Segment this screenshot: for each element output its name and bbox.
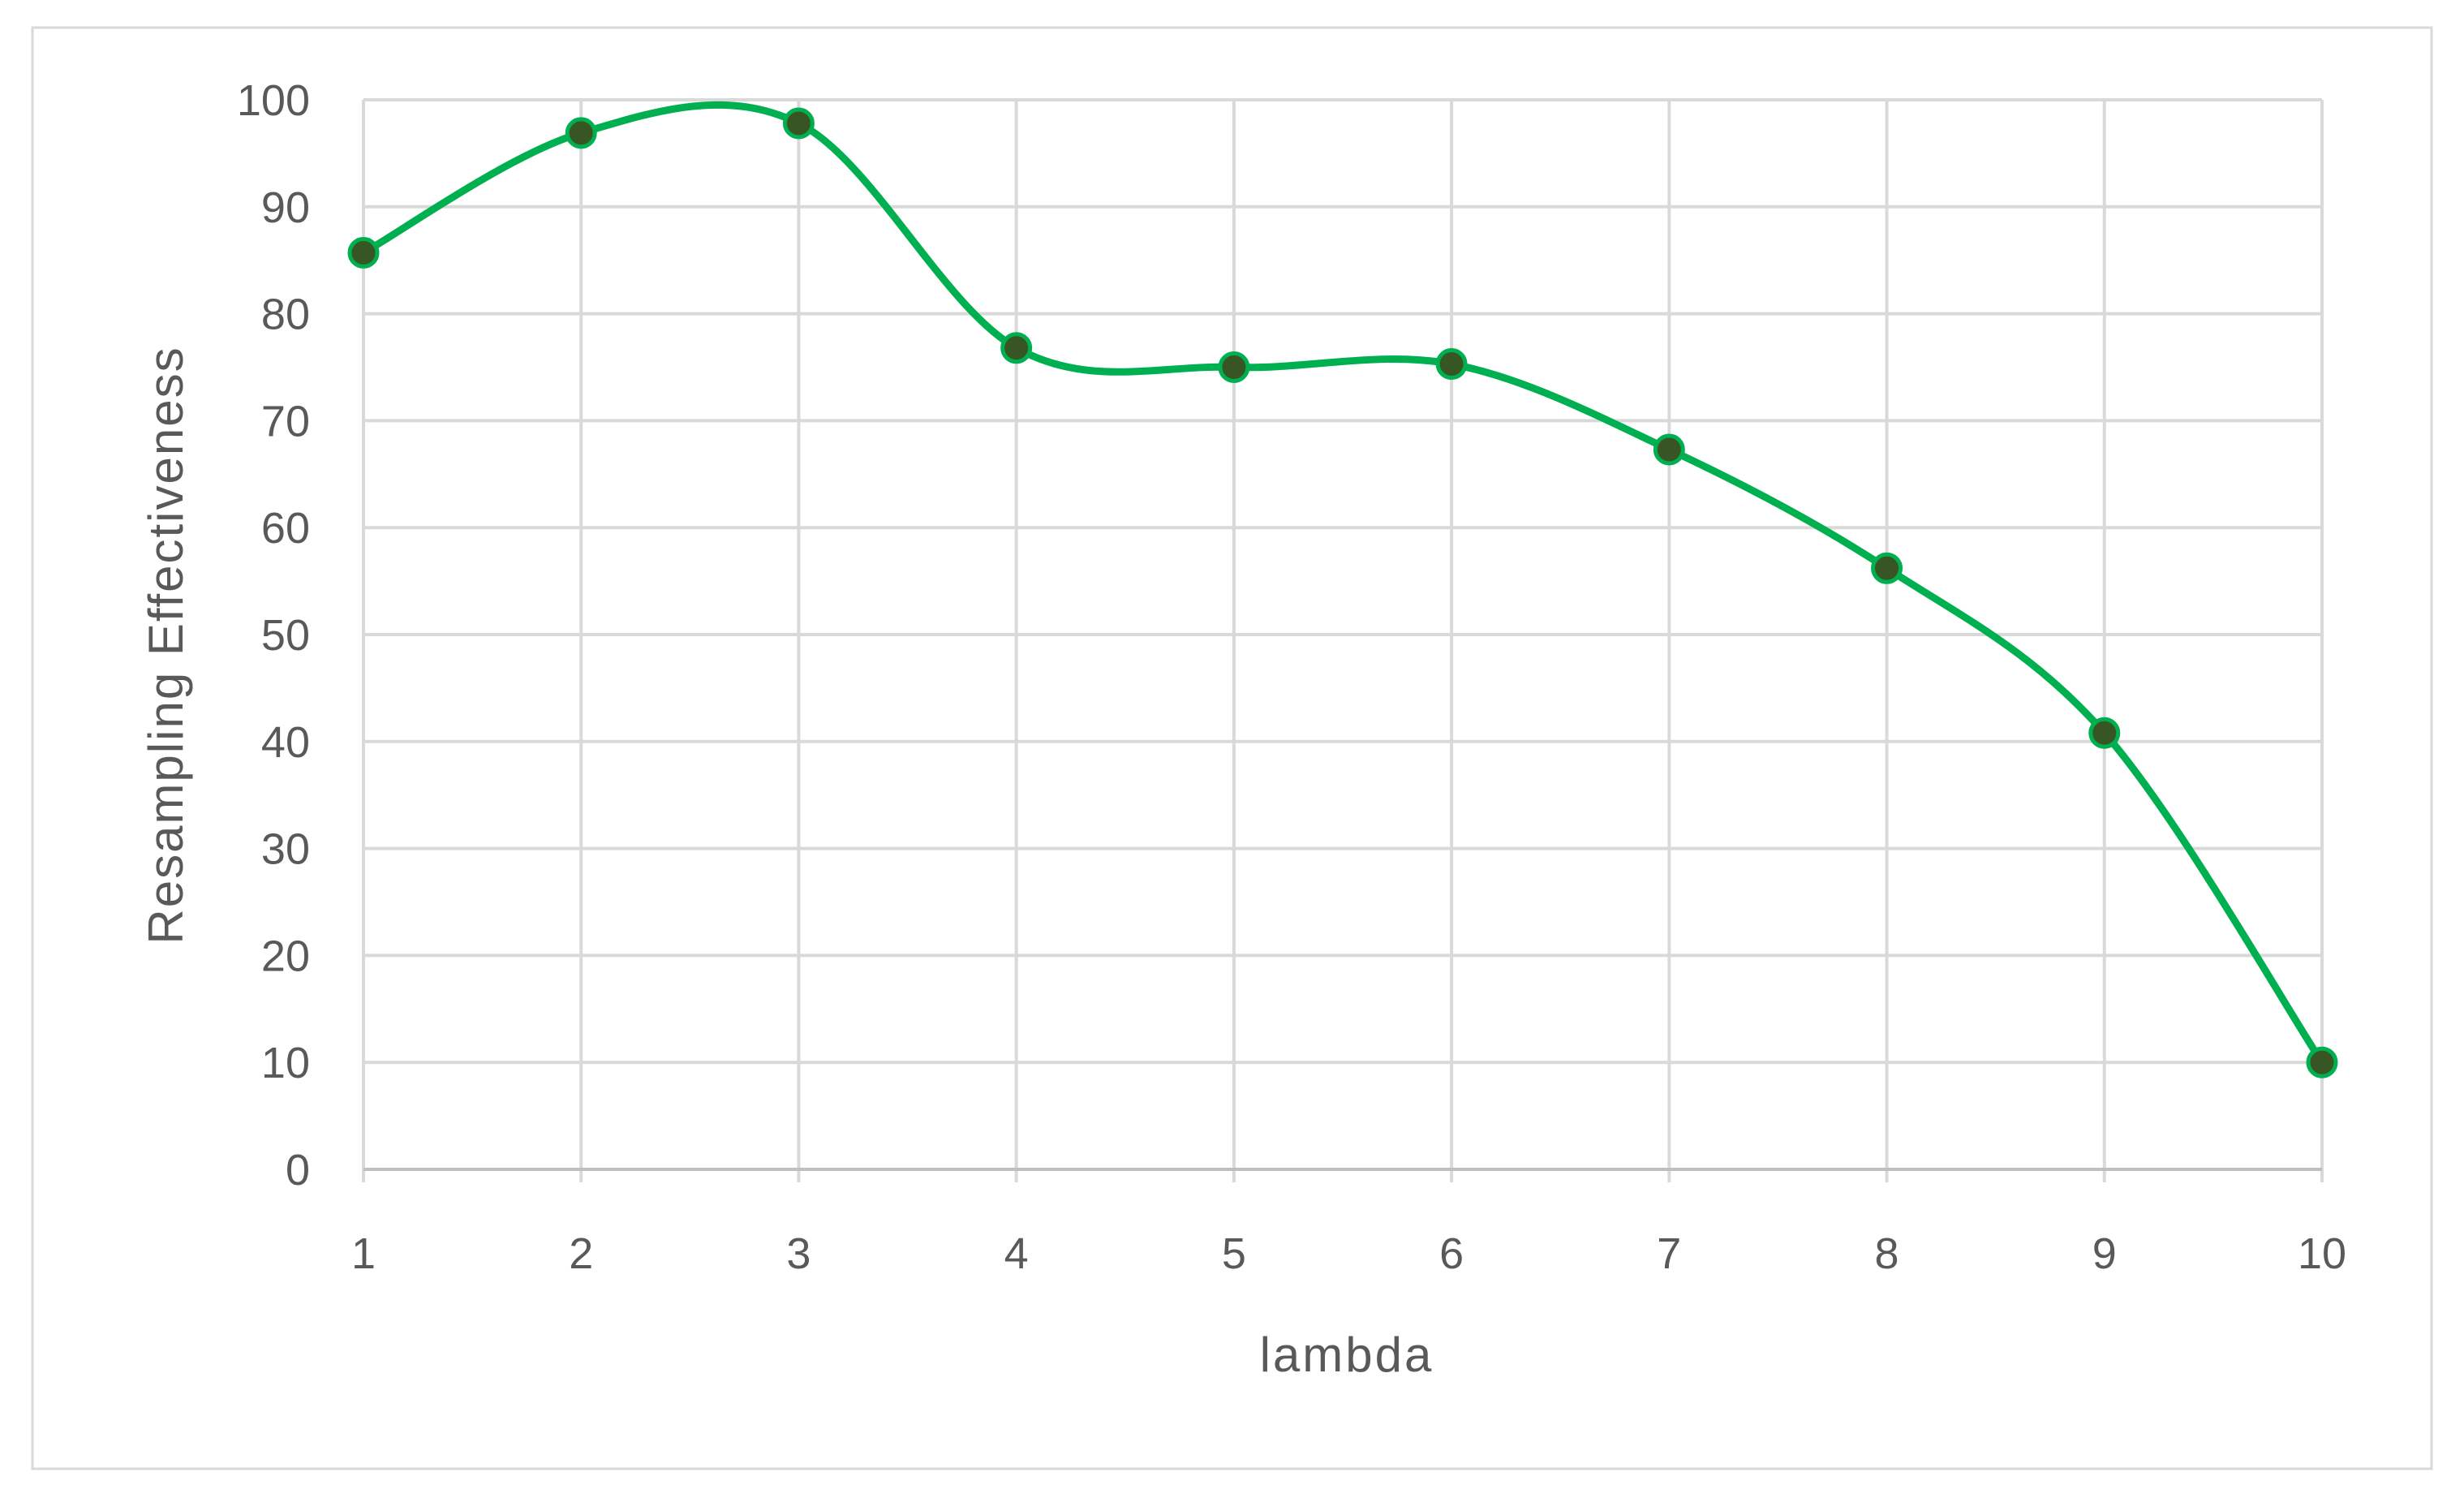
y-tick-label: 50 bbox=[261, 611, 310, 660]
data-point bbox=[2306, 1046, 2338, 1078]
data-point bbox=[2088, 717, 2121, 749]
y-tick-labels: 0 10 20 30 40 50 60 70 80 90 100 bbox=[237, 76, 310, 1195]
x-tick-label: 4 bbox=[1004, 1229, 1029, 1278]
data-point bbox=[1000, 332, 1033, 364]
y-tick-label: 80 bbox=[261, 291, 310, 339]
x-tick-label: 5 bbox=[1222, 1229, 1246, 1278]
data-point bbox=[782, 107, 815, 140]
data-point bbox=[347, 236, 380, 269]
x-tick-label: 3 bbox=[786, 1229, 811, 1278]
x-tick-label: 7 bbox=[1657, 1229, 1681, 1278]
x-tick-label: 1 bbox=[351, 1229, 376, 1278]
y-tick-label: 0 bbox=[286, 1146, 310, 1195]
y-tick-label: 90 bbox=[261, 183, 310, 232]
x-tick-label: 10 bbox=[2298, 1229, 2346, 1278]
chart-area-border bbox=[31, 26, 2433, 1470]
data-point bbox=[1653, 433, 1685, 466]
x-tick-labels: 1 2 3 4 5 6 7 8 9 10 bbox=[351, 1229, 2346, 1278]
y-tick-label: 100 bbox=[237, 76, 310, 125]
y-tick-label: 20 bbox=[261, 932, 310, 980]
data-point bbox=[1435, 348, 1468, 381]
x-tick-label: 9 bbox=[2092, 1229, 2117, 1278]
x-tick-label: 8 bbox=[1875, 1229, 1899, 1278]
x-axis-title: lambda bbox=[1260, 1328, 1434, 1382]
x-tick-label: 2 bbox=[569, 1229, 593, 1278]
y-tick-label: 70 bbox=[261, 397, 310, 446]
y-tick-label: 40 bbox=[261, 718, 310, 767]
x-tick-label: 6 bbox=[1439, 1229, 1464, 1278]
data-series bbox=[347, 101, 2338, 1078]
series-line bbox=[359, 101, 2326, 1066]
gridlines bbox=[362, 98, 2324, 1182]
y-tick-label: 60 bbox=[261, 504, 310, 553]
y-tick-label: 30 bbox=[261, 825, 310, 874]
data-point bbox=[565, 117, 597, 149]
y-axis-title: Resampling Effectiveness bbox=[139, 346, 193, 944]
y-tick-label: 10 bbox=[261, 1039, 310, 1087]
data-point bbox=[1871, 552, 1903, 584]
data-point bbox=[1218, 351, 1250, 383]
